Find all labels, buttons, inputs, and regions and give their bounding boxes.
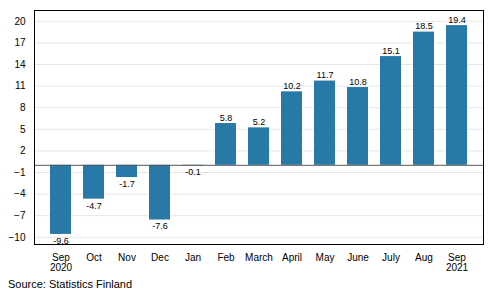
svg-text:July: July xyxy=(382,252,400,263)
svg-text:11.7: 11.7 xyxy=(317,70,334,80)
svg-text:April: April xyxy=(282,252,302,263)
svg-text:14: 14 xyxy=(14,59,26,70)
svg-text:8: 8 xyxy=(20,102,26,113)
svg-text:-0.1: -0.1 xyxy=(185,167,201,177)
svg-text:Aug: Aug xyxy=(415,252,433,263)
svg-text:5: 5 xyxy=(20,124,26,135)
svg-text:5.8: 5.8 xyxy=(220,113,233,123)
svg-text:-1.7: -1.7 xyxy=(119,179,135,189)
svg-text:May: May xyxy=(316,252,335,263)
svg-text:-9.6: -9.6 xyxy=(53,235,69,246)
svg-text:-4.7: -4.7 xyxy=(86,201,102,211)
svg-text:−10: −10 xyxy=(9,232,26,243)
svg-text:19.4: 19.4 xyxy=(448,15,466,25)
svg-text:2: 2 xyxy=(20,145,26,156)
svg-text:-7.6: -7.6 xyxy=(152,221,168,231)
svg-text:20: 20 xyxy=(14,15,26,26)
svg-text:Jan: Jan xyxy=(185,252,201,263)
svg-text:Oct: Oct xyxy=(86,252,102,263)
svg-text:15.1: 15.1 xyxy=(382,46,400,56)
svg-text:18.5: 18.5 xyxy=(415,21,433,31)
svg-text:March: March xyxy=(245,252,273,263)
html-text:Source: Statistics Finland: Source: Statistics Finland xyxy=(8,278,133,290)
svg-text:10.8: 10.8 xyxy=(349,77,367,87)
svg-text:Dec: Dec xyxy=(151,252,169,263)
svg-text:June: June xyxy=(347,252,369,263)
svg-text:Nov: Nov xyxy=(118,252,136,263)
svg-text:11: 11 xyxy=(15,80,26,91)
svg-text:Sep2020: Sep2020 xyxy=(50,252,73,273)
svg-text:5.2: 5.2 xyxy=(253,117,266,127)
svg-text:17: 17 xyxy=(14,37,26,48)
svg-text:−7: −7 xyxy=(14,210,26,221)
svg-text:−1: −1 xyxy=(14,167,26,178)
svg-text:Sep2021: Sep2021 xyxy=(446,252,469,273)
svg-text:Feb: Feb xyxy=(217,252,235,263)
svg-text:−4: −4 xyxy=(14,188,26,199)
svg-text:10.2: 10.2 xyxy=(283,81,301,91)
